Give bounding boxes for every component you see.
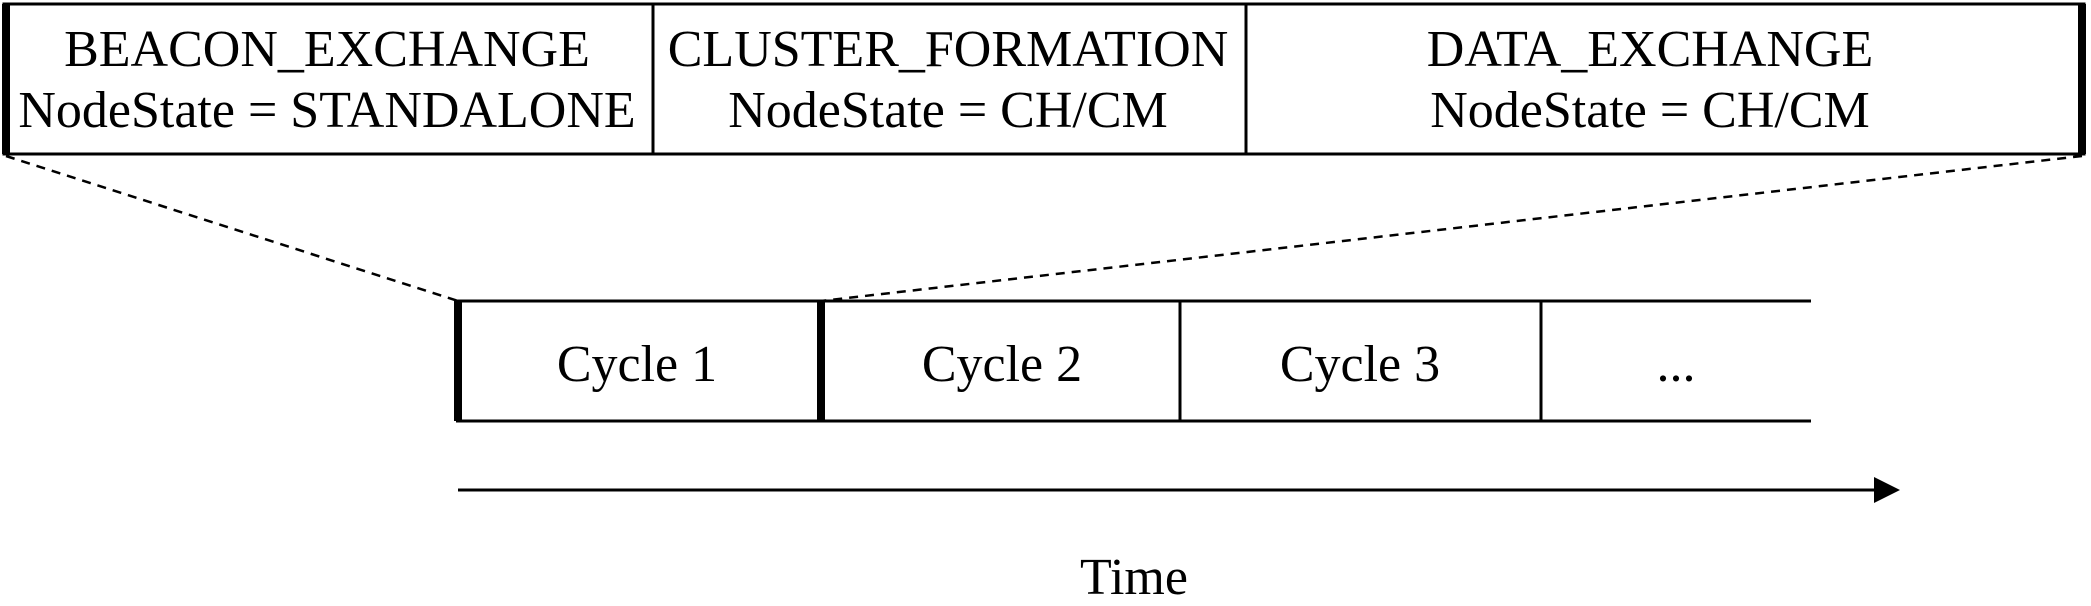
phase-state: NodeState = CH/CM [728,82,1168,139]
zoom-connector-right [820,154,2083,303]
cycle-1-label: Cycle 1 [557,336,717,393]
cycle-3-label: Cycle 3 [1280,336,1440,393]
phase-state: NodeState = STANDALONE [18,82,635,139]
phase-name: CLUSTER_FORMATION [668,21,1229,78]
time-axis: Time [458,477,1900,606]
phase-beacon-exchange: BEACON_EXCHANGE NodeState = STANDALONE [18,21,635,139]
phase-state: NodeState = CH/CM [1430,82,1870,139]
phase-cluster-formation: CLUSTER_FORMATION NodeState = CH/CM [668,21,1229,139]
phase-name: DATA_EXCHANGE [1427,21,1873,78]
cycle-row: Cycle 1 Cycle 2 Cycle 3 ... [454,299,1811,423]
cycle-more-label: ... [1657,336,1696,393]
cycle-2-label: Cycle 2 [922,336,1082,393]
phase-box: BEACON_EXCHANGE NodeState = STANDALONE C… [2,2,2086,156]
zoom-connector-left [5,154,459,303]
phase-data-exchange: DATA_EXCHANGE NodeState = CH/CM [1427,21,1873,139]
phase-name: BEACON_EXCHANGE [64,21,590,78]
arrow-right-icon [1874,477,1900,503]
time-axis-label: Time [1080,549,1188,606]
